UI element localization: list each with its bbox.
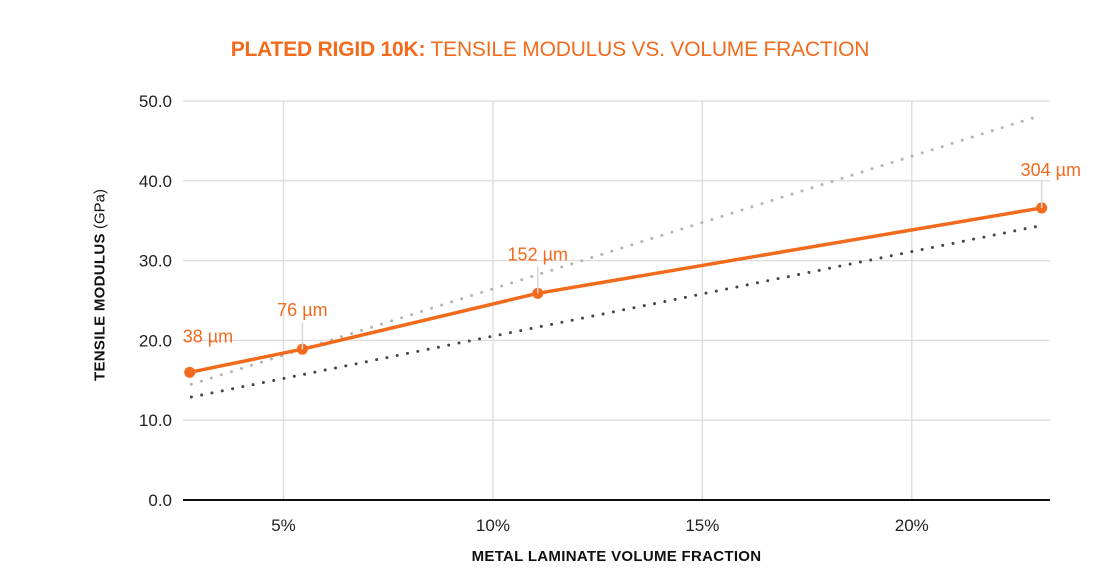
data-point-label: 38 µm [183, 326, 233, 346]
chart-title-bold: PLATED RIGID 10K: [230, 38, 426, 61]
x-tick-label: 20% [895, 516, 929, 535]
chart-title-regular: TENSILE MODULUS VS. VOLUME FRACTION [425, 38, 870, 61]
y-tick-label: 40.0 [139, 172, 172, 191]
chart-title: PLATED RIGID 10K: TENSILE MODULUS VS. VO… [0, 38, 1100, 62]
gridlines [183, 100, 1050, 500]
data-point-label: 76 µm [277, 300, 327, 320]
x-tick-label: 5% [271, 516, 296, 535]
data-point-label: 304 µm [1021, 160, 1081, 180]
data-point-label: 152 µm [508, 244, 568, 264]
y-tick-label: 10.0 [139, 411, 172, 430]
point-labels: 38 µm 76 µm 152 µm 304 µm [183, 160, 1081, 350]
lower-dotted-line [189, 224, 1039, 399]
measured-line [189, 206, 1042, 375]
data-point-marker [184, 366, 196, 378]
y-tick-label: 20.0 [139, 331, 172, 350]
y-tick-label: 50.0 [139, 92, 172, 111]
axes-layer: 0.0 10.0 20.0 30.0 40.0 50.0 5% 10% 15% 20% [139, 92, 1050, 535]
y-tick-label: 30.0 [139, 252, 172, 271]
x-tick-label: 10% [476, 516, 510, 535]
y-tick-label: 0.0 [148, 491, 172, 510]
x-axis-label: METAL LAMINATE VOLUME FRACTION [471, 548, 762, 565]
upper-dotted-line [189, 116, 1035, 386]
series-layer [184, 116, 1048, 399]
x-tick-label: 15% [685, 516, 719, 535]
